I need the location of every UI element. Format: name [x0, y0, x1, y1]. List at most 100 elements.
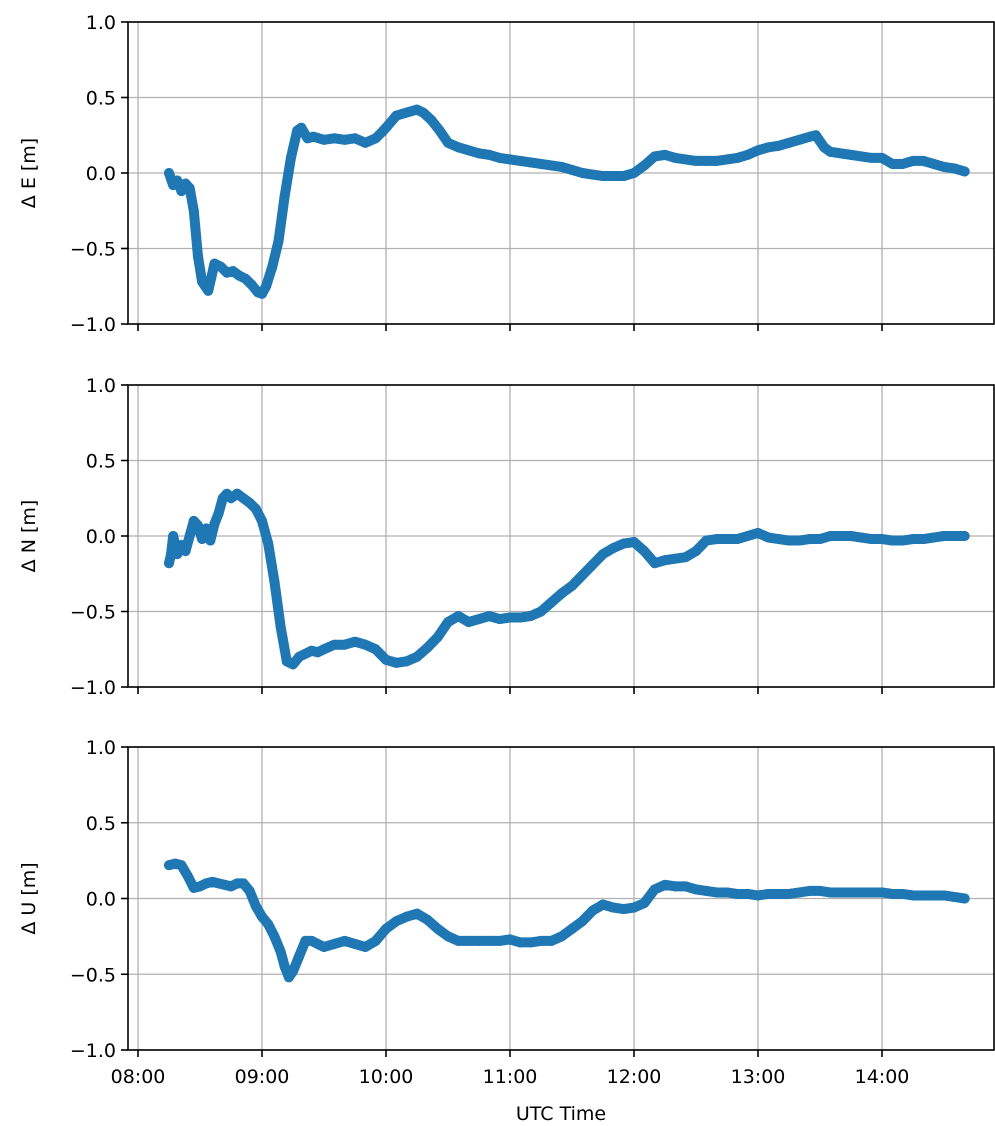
data-point	[453, 142, 464, 153]
data-point	[877, 152, 887, 163]
data-point	[670, 152, 681, 163]
data-point	[577, 168, 588, 178]
panel-2: −1.0 −0.5 0.0 0.5 1.0 Δ N [m]	[18, 375, 995, 699]
data-point	[525, 937, 536, 948]
y-axis-label: Δ U [m]	[18, 862, 40, 934]
data-point	[763, 142, 774, 153]
data-point	[939, 531, 949, 541]
data-point	[261, 281, 272, 292]
series-points	[164, 858, 970, 983]
data-point	[350, 636, 360, 647]
data-point	[742, 888, 753, 899]
data-point	[639, 898, 650, 909]
data-point	[949, 891, 960, 902]
data-point	[804, 885, 815, 896]
data-point	[463, 617, 474, 628]
data-point	[567, 164, 577, 175]
data-point	[201, 523, 212, 534]
data-point	[209, 518, 220, 529]
data-point	[329, 133, 340, 144]
data-point	[773, 140, 784, 151]
data-point	[319, 941, 329, 952]
y-tick-label: −1.0	[70, 677, 116, 699]
y-axis-label: Δ N [m]	[18, 500, 40, 573]
data-point	[279, 190, 290, 201]
data-point	[350, 938, 360, 949]
data-point	[763, 532, 774, 543]
data-point	[494, 152, 505, 163]
data-point	[279, 961, 290, 972]
data-point	[192, 520, 203, 531]
data-point	[928, 890, 939, 901]
series-trace	[164, 104, 970, 299]
data-point	[928, 158, 939, 169]
data-point	[484, 149, 495, 160]
data-point	[269, 931, 280, 942]
data-point	[412, 908, 422, 919]
data-point	[866, 152, 877, 163]
x-axis-label: UTC Time	[516, 1103, 606, 1125]
data-point	[959, 531, 970, 541]
data-point	[536, 158, 546, 169]
data-point	[887, 158, 898, 169]
y-tick-label: 0.5	[86, 451, 116, 473]
panel-1: −1.0 −0.5 0.0 0.5 1.0 Δ E [m]	[18, 12, 995, 336]
data-point	[401, 911, 412, 922]
data-point	[711, 155, 722, 166]
data-point	[649, 558, 660, 569]
data-point	[577, 570, 588, 581]
data-point	[172, 549, 183, 560]
data-point	[360, 137, 371, 148]
data-point	[536, 606, 546, 617]
data-point	[267, 261, 278, 272]
y-tick-label: 0.5	[86, 813, 116, 835]
data-point	[412, 651, 422, 662]
data-point	[732, 888, 743, 899]
data-point	[339, 639, 350, 650]
data-point	[897, 888, 908, 899]
data-point	[608, 171, 619, 182]
data-point	[887, 888, 898, 899]
x-tick-label: 10:00	[359, 1066, 414, 1088]
data-point	[273, 235, 284, 246]
data-point	[908, 890, 918, 901]
data-point	[164, 168, 174, 178]
data-point	[505, 154, 515, 165]
data-point	[959, 893, 970, 904]
data-point	[866, 534, 877, 545]
data-point	[381, 923, 391, 934]
data-point	[846, 531, 856, 541]
data-point	[877, 534, 887, 545]
data-point	[257, 911, 267, 922]
data-point	[184, 183, 195, 194]
data-point	[192, 251, 203, 262]
data-point	[567, 580, 577, 591]
data-point	[866, 887, 877, 898]
data-point	[176, 860, 187, 871]
data-point	[197, 276, 208, 287]
data-point	[370, 935, 381, 946]
data-point	[928, 532, 939, 543]
data-point	[629, 537, 639, 548]
data-point	[244, 497, 255, 508]
data-point	[360, 639, 371, 650]
data-point	[350, 133, 360, 144]
data-point	[815, 885, 825, 896]
data-point	[294, 951, 305, 962]
series-points	[164, 104, 970, 299]
data-point	[825, 887, 836, 898]
y-tick-label: 1.0	[86, 375, 116, 397]
data-point	[949, 531, 960, 541]
y-tick-label: −0.5	[70, 964, 116, 986]
y-tick-label: −0.5	[70, 239, 116, 261]
data-point	[263, 919, 274, 930]
data-point	[484, 935, 495, 946]
data-point	[250, 901, 261, 912]
data-point	[250, 503, 261, 514]
data-point	[515, 155, 526, 166]
data-point	[825, 146, 836, 157]
data-point	[742, 531, 753, 541]
data-point	[846, 887, 856, 898]
data-point	[525, 611, 536, 622]
data-point	[215, 261, 226, 272]
